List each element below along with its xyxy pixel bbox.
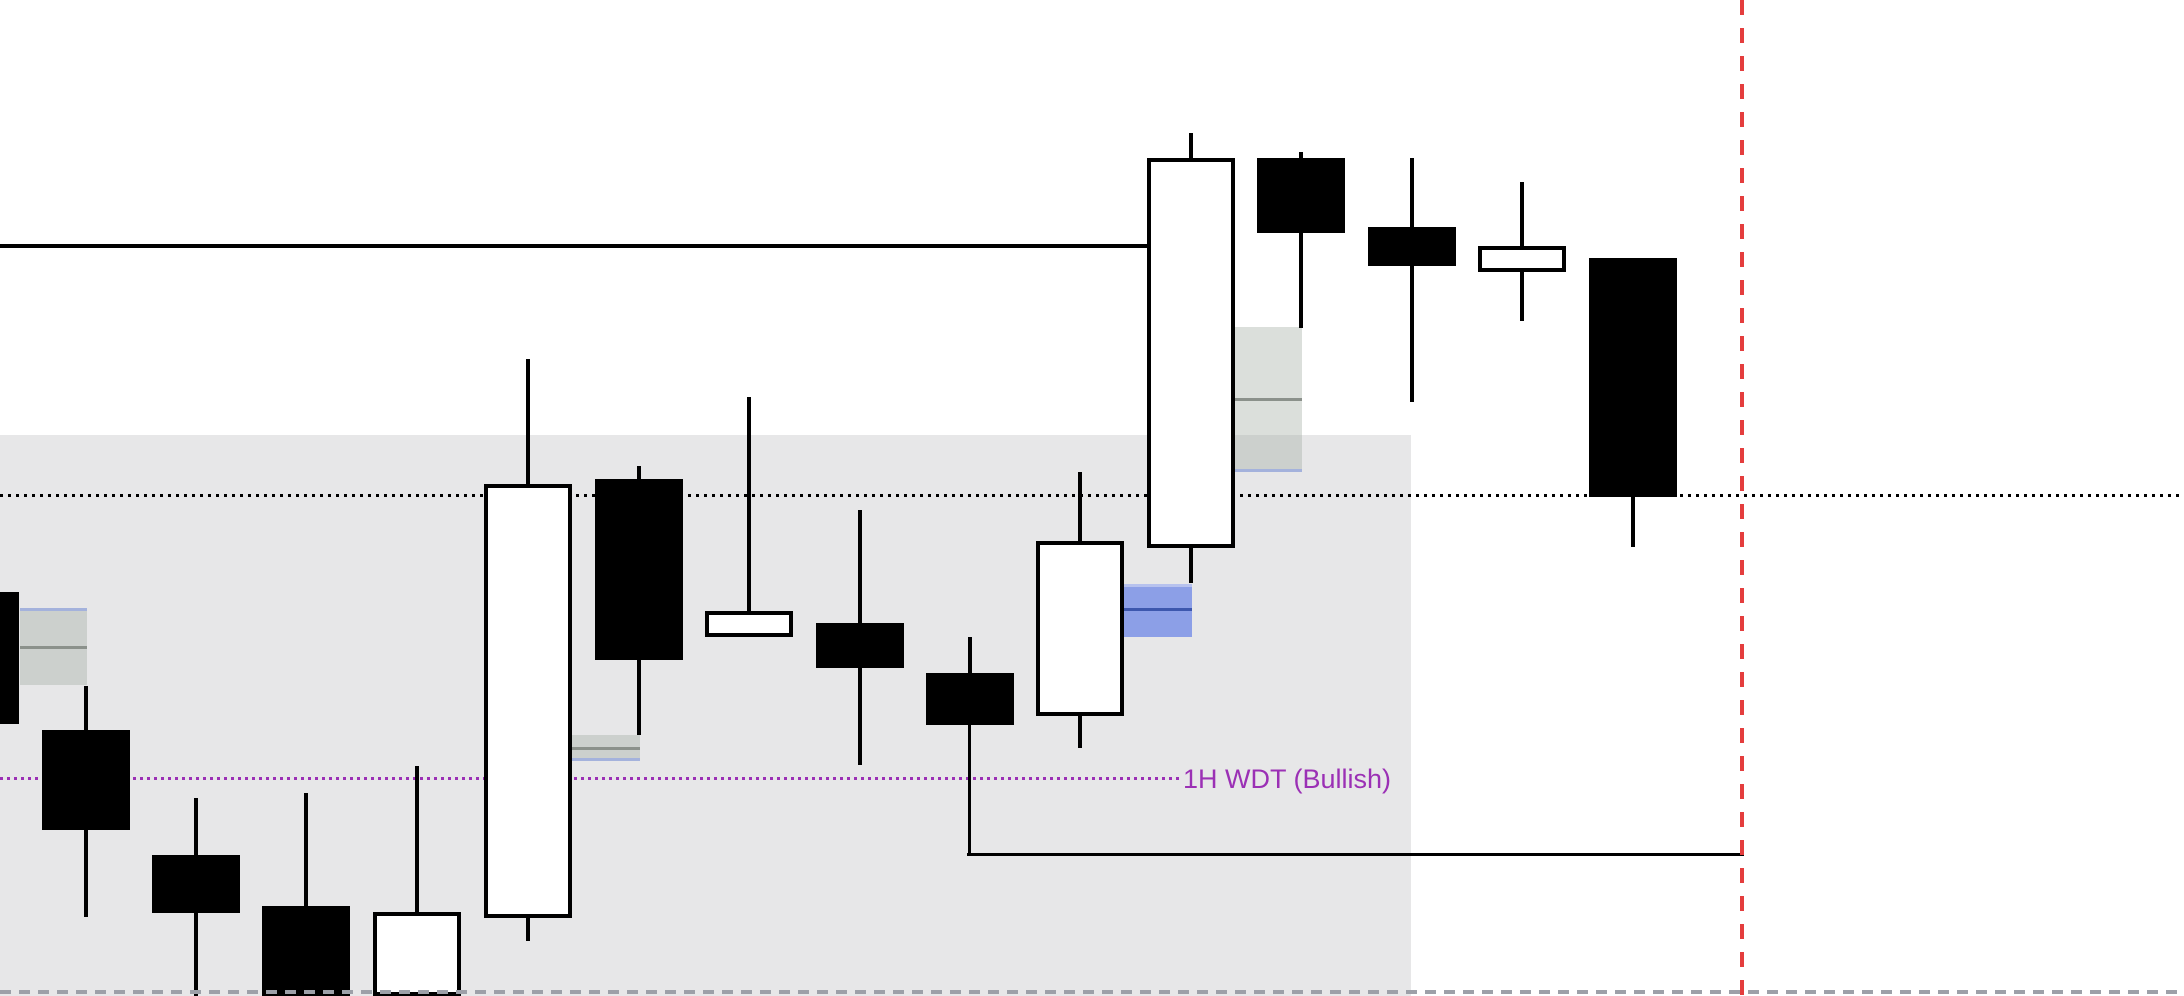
- candle-lower-wick: [84, 830, 88, 917]
- wdt-dotted-line[interactable]: [0, 777, 1180, 780]
- candle-body-bear: [152, 855, 240, 913]
- candle-lower-wick: [637, 660, 641, 735]
- candle-body-bull: [705, 611, 793, 637]
- candle-lower-wick: [1299, 233, 1303, 328]
- candle-body-bull: [1147, 158, 1235, 548]
- candle-upper-wick: [1520, 182, 1524, 246]
- candle-lower-wick: [1078, 716, 1082, 748]
- trendline-vertical[interactable]: [968, 725, 971, 856]
- candle-upper-wick: [858, 510, 862, 623]
- candle-body-bull: [373, 912, 461, 996]
- candle-body-bear: [1589, 258, 1677, 497]
- candle-body-bear: [926, 673, 1014, 725]
- candle-body-bull: [1036, 541, 1124, 716]
- candle-upper-wick: [1299, 152, 1303, 158]
- candle-body-bear: [42, 730, 130, 830]
- candle-lower-wick: [1189, 548, 1193, 583]
- candle-lower-wick: [1631, 497, 1635, 547]
- candle-lower-wick: [1410, 266, 1414, 402]
- gray-block-left-blue-edge: [20, 608, 87, 611]
- candle-body-bear: [1368, 227, 1456, 266]
- gray-block-right-blue-edge: [1234, 469, 1302, 472]
- candle-body-bear: [595, 479, 683, 660]
- candle-upper-wick: [1410, 158, 1414, 227]
- candle-upper-wick: [747, 397, 751, 611]
- candle-upper-wick: [304, 793, 308, 906]
- candle-body-bear: [1257, 158, 1345, 233]
- candle-upper-wick: [1189, 133, 1193, 158]
- candle-upper-wick: [968, 637, 972, 673]
- candle-body-bull: [484, 484, 572, 918]
- blue-block-divider: [1124, 608, 1192, 611]
- candle-upper-wick: [84, 686, 88, 730]
- candle-lower-wick: [858, 668, 862, 765]
- candle-upper-wick: [637, 466, 641, 479]
- gray-block-right-divider: [1234, 398, 1302, 401]
- gray-block-mid-blue-edge: [572, 758, 640, 761]
- candle-body-bull: [1478, 246, 1566, 272]
- gray-block-mid-divider: [572, 747, 640, 750]
- close-dotted-line[interactable]: [0, 494, 2184, 497]
- candle-lower-wick: [526, 918, 530, 941]
- liquidity-solid-line[interactable]: [0, 244, 1148, 248]
- candle-lower-wick: [194, 913, 198, 996]
- range-bottom-dashed[interactable]: [0, 990, 2184, 994]
- blue-block-blue-edge: [1124, 584, 1192, 587]
- candle-upper-wick: [415, 766, 419, 912]
- candle-upper-wick: [526, 359, 530, 484]
- candle-body-bear: [262, 906, 350, 996]
- wdt-bullish-label[interactable]: 1H WDT (Bullish): [1183, 764, 1392, 794]
- candle-body-bear: [816, 623, 904, 668]
- candle-lower-wick: [1520, 272, 1524, 321]
- gray-block-left-divider: [20, 646, 87, 649]
- candle-body-bear: [0, 592, 19, 724]
- candle-upper-wick: [1078, 472, 1082, 541]
- candle-upper-wick: [194, 798, 198, 855]
- trendline-horizontal[interactable]: [967, 853, 1744, 856]
- session-divider-red[interactable]: [1740, 0, 1744, 996]
